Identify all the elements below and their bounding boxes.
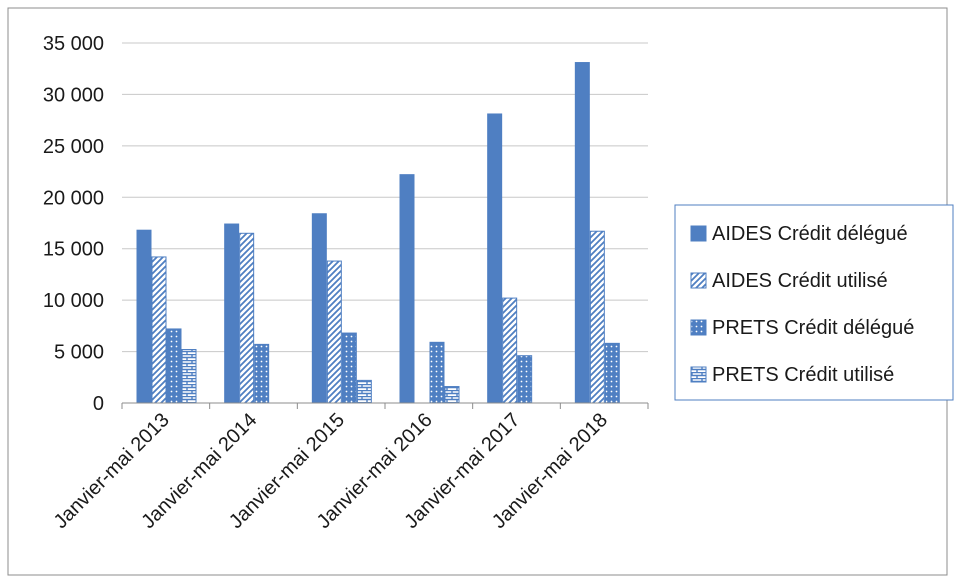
bar: [136, 229, 152, 404]
bar: [356, 379, 372, 404]
legend-label: AIDES Crédit délégué: [712, 223, 908, 245]
bar: [502, 297, 518, 404]
y-tick-label: 35 000: [43, 33, 104, 55]
bar: [517, 355, 533, 404]
bar: [181, 349, 197, 404]
bars: [136, 62, 620, 404]
legend: AIDES Crédit délégué AIDES Crédit utilisé…: [674, 204, 954, 401]
bar: [444, 386, 460, 404]
legend-swatch: [690, 272, 707, 289]
y-tick-label: 25 000: [43, 136, 104, 158]
bar: [399, 174, 415, 404]
y-tick-label: 30 000: [43, 84, 104, 106]
bar: [604, 342, 620, 404]
legend-swatch: [690, 319, 707, 336]
bar: [239, 232, 255, 404]
legend-label: PRETS Crédit utilisé: [712, 364, 894, 386]
bar: [589, 230, 605, 404]
bar: [224, 223, 240, 404]
bar: [254, 343, 270, 404]
legend-box: [674, 204, 954, 401]
y-tick-label: 20 000: [43, 187, 104, 209]
legend-swatch: [690, 366, 707, 383]
legend-swatch: [690, 225, 707, 242]
y-tick-label: 10 000: [43, 290, 104, 312]
bar: [574, 62, 590, 404]
bar: [429, 341, 445, 404]
y-tick-label: 5 000: [54, 342, 104, 364]
legend-label: AIDES Crédit utilisé: [712, 270, 888, 292]
bar: [151, 256, 167, 404]
legend-label: PRETS Crédit délégué: [712, 317, 914, 339]
bar: [341, 332, 357, 404]
y-tick-label: 0: [93, 393, 104, 415]
y-tick-label: 15 000: [43, 239, 104, 261]
y-axis-ticks: 0 5 000 10 000 15 000 20 000 25 000 30 000 35 0…: [43, 33, 104, 415]
bar: [166, 328, 182, 404]
bar: [311, 213, 327, 404]
gridlines: [122, 42, 648, 353]
bar: [326, 260, 342, 404]
bar: [487, 113, 503, 404]
